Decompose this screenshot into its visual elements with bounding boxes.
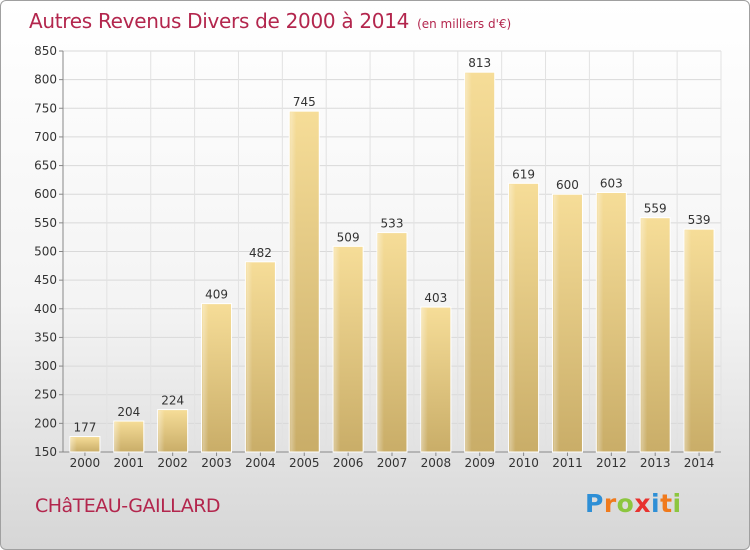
- labels: 150 200 250 300 350 400 450 500 550 600 650 700 750 8…: [34, 44, 714, 470]
- y-tick-label: 250: [34, 388, 57, 402]
- value-label: 813: [468, 56, 491, 70]
- y-tick-label: 450: [34, 273, 57, 287]
- y-tick-label: 600: [34, 187, 57, 201]
- x-tick-label: 2006: [333, 456, 364, 470]
- x-tick-label: 2003: [201, 456, 232, 470]
- bar-highlight: [553, 195, 560, 452]
- bar-highlight: [421, 308, 428, 452]
- bar-highlight: [158, 410, 165, 452]
- logo-letter: i: [651, 489, 661, 518]
- y-tick-label: 200: [34, 416, 57, 430]
- bar-highlight: [114, 422, 121, 452]
- value-label: 403: [424, 291, 447, 305]
- x-tick-label: 2005: [289, 456, 320, 470]
- bar-highlight: [641, 218, 648, 452]
- y-tick-label: 350: [34, 330, 57, 344]
- logo-letter: P: [585, 489, 604, 518]
- y-tick-label: 500: [34, 245, 57, 259]
- x-tick-label: 2012: [596, 456, 627, 470]
- y-tick-label: 850: [34, 44, 57, 58]
- bar-highlight: [378, 233, 384, 452]
- value-label: 224: [161, 394, 184, 408]
- logo-letter: i: [672, 489, 682, 518]
- proxiti-logo: Proxiti: [585, 489, 682, 518]
- value-label: 533: [381, 217, 404, 231]
- logo-letter: o: [616, 489, 635, 518]
- bar: [69, 436, 101, 453]
- bar-highlight: [246, 262, 253, 452]
- y-tick-label: 750: [34, 101, 57, 115]
- bar-highlight: [597, 193, 604, 452]
- x-tick-label: 2009: [464, 456, 495, 470]
- x-tick-label: 2002: [157, 456, 188, 470]
- y-tick-label: 550: [34, 216, 57, 230]
- value-label: 600: [556, 178, 579, 192]
- x-tick-label: 2007: [377, 456, 408, 470]
- location-name: CHâTEAU-GAILLARD: [35, 495, 221, 517]
- y-tick-label: 700: [34, 130, 57, 144]
- value-label: 177: [73, 421, 96, 435]
- logo-letter: t: [660, 489, 673, 518]
- value-label: 409: [205, 288, 228, 302]
- value-label: 619: [512, 167, 535, 181]
- bar-highlight: [465, 73, 472, 453]
- bar-highlight: [685, 230, 692, 452]
- bars: [69, 71, 715, 453]
- chart-title: Autres Revenus Divers de 2000 à 2014 (en …: [29, 9, 511, 33]
- x-tick-label: 2010: [508, 456, 539, 470]
- x-tick-label: 2008: [421, 456, 452, 470]
- bar-highlight: [509, 184, 516, 452]
- chart-title-text: Autres Revenus Divers de 2000 à 2014: [29, 9, 410, 33]
- logo-letter: x: [634, 489, 651, 518]
- y-tick-label: 150: [34, 445, 57, 459]
- value-label: 509: [337, 230, 360, 244]
- x-tick-label: 2011: [552, 456, 583, 470]
- chart-unit: (en milliers d'€): [417, 17, 512, 31]
- bar-highlight: [202, 304, 209, 452]
- value-label: 539: [688, 213, 711, 227]
- y-tick-label: 400: [34, 302, 57, 316]
- x-tick-label: 2004: [245, 456, 276, 470]
- value-label: 603: [600, 176, 623, 190]
- bar-highlight: [334, 247, 341, 452]
- x-tick-label: 2014: [684, 456, 715, 470]
- x-tick-label: 2000: [70, 456, 101, 470]
- y-tick-label: 650: [34, 159, 57, 173]
- bar-highlight: [290, 112, 297, 453]
- logo-letter: r: [603, 489, 617, 518]
- value-label: 204: [117, 405, 140, 419]
- value-label: 559: [644, 202, 667, 216]
- x-tick-label: 2001: [114, 456, 145, 470]
- value-label: 482: [249, 246, 272, 260]
- y-tick-label: 300: [34, 359, 57, 373]
- x-tick-label: 2013: [640, 456, 671, 470]
- y-tick-label: 800: [34, 73, 57, 87]
- value-label: 745: [293, 95, 316, 109]
- bar-highlight: [70, 437, 77, 452]
